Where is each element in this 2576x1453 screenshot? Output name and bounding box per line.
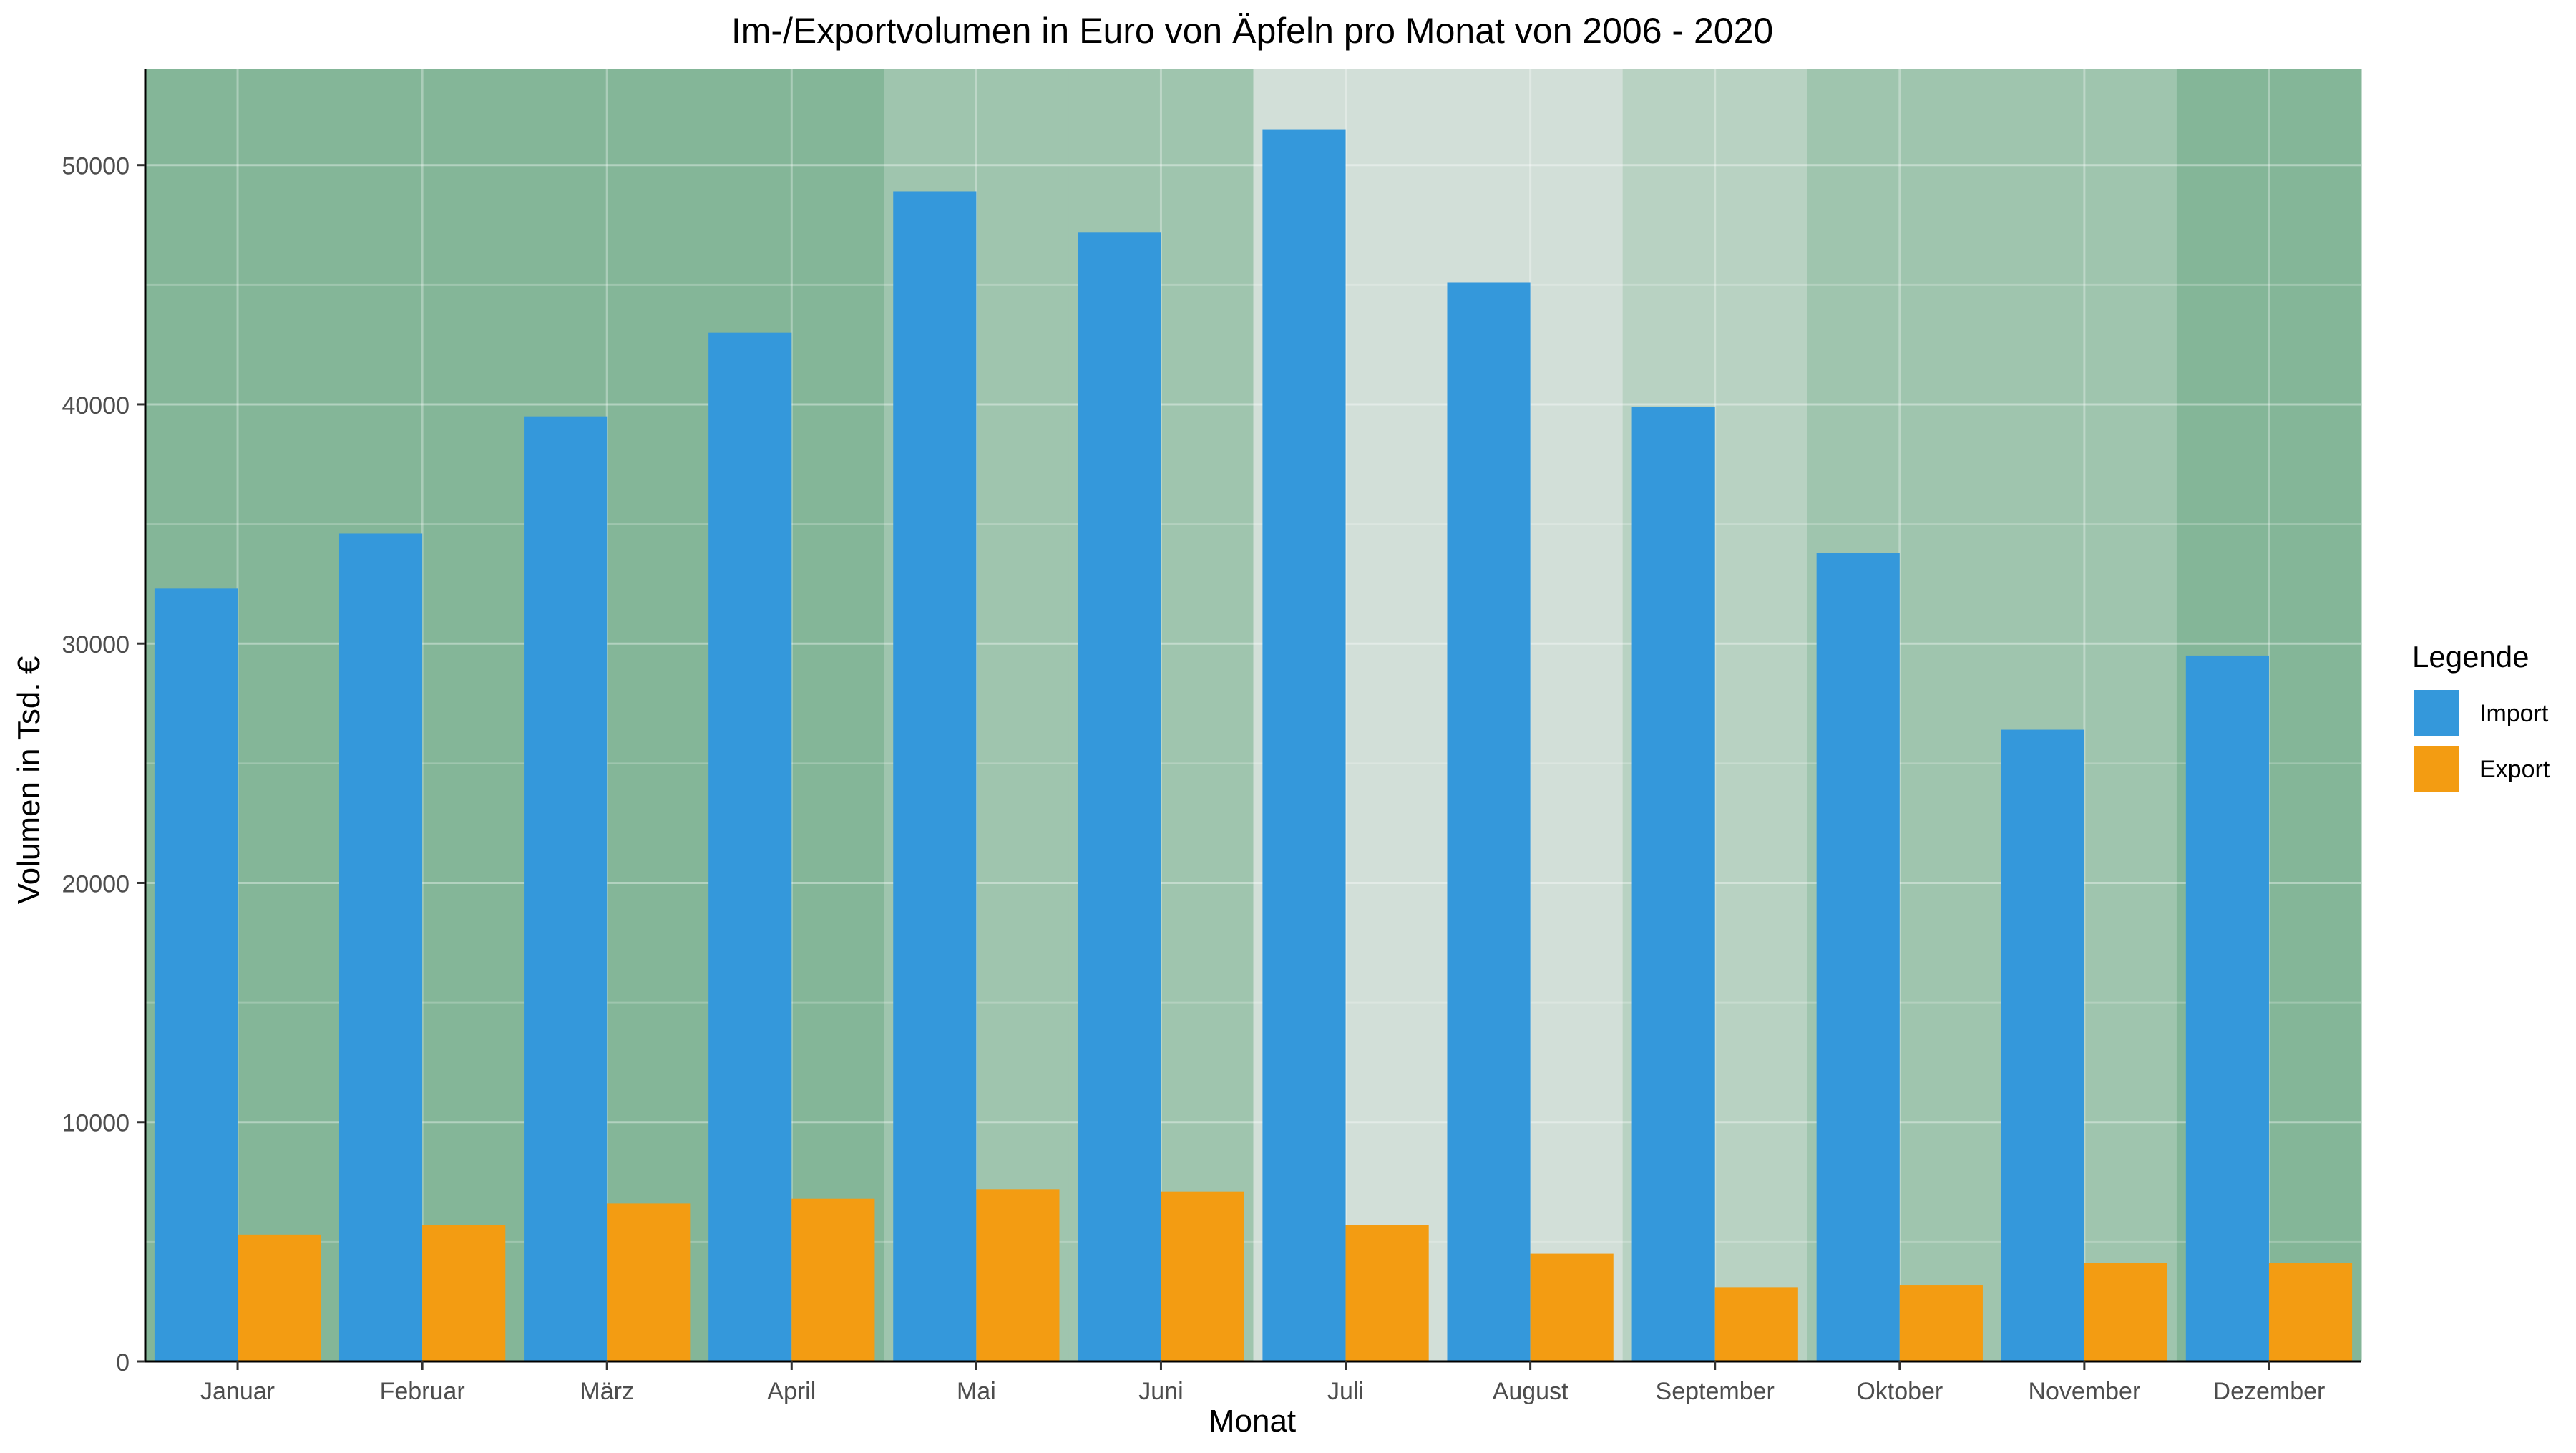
x-tick-label: November: [2028, 1378, 2140, 1405]
bar-export: [976, 1189, 1060, 1361]
x-tick-label: August: [1493, 1378, 1568, 1405]
bar-export: [791, 1198, 875, 1361]
bar-import: [1816, 553, 1900, 1362]
bar-import: [1631, 407, 1715, 1361]
y-tick-label: 10000: [62, 1110, 130, 1137]
legend-label-export: Export: [2479, 756, 2550, 783]
y-tick-label: 20000: [62, 870, 130, 898]
legend-title: Legende: [2412, 640, 2529, 674]
bar-import: [2001, 729, 2084, 1361]
bar-export: [2084, 1263, 2168, 1361]
x-tick-label: Juli: [1327, 1378, 1364, 1405]
bar-import: [708, 332, 792, 1361]
x-tick-label: Juni: [1138, 1378, 1183, 1405]
bar-export: [607, 1203, 691, 1361]
x-tick-label: Dezember: [2213, 1378, 2326, 1405]
x-tick-label: September: [1656, 1378, 1775, 1405]
bar-import: [1078, 232, 1161, 1362]
bar-import: [1447, 282, 1531, 1362]
bar-export: [1714, 1287, 1798, 1361]
x-tick-label: Januar: [200, 1378, 275, 1405]
bar-import: [1262, 129, 1346, 1361]
bar-export: [238, 1234, 321, 1361]
y-tick-label: 40000: [62, 392, 130, 419]
legend-swatch-export: [2414, 746, 2459, 792]
x-tick-label: März: [580, 1378, 634, 1405]
x-axis-title: Monat: [1209, 1404, 1296, 1439]
bar-import: [338, 533, 423, 1362]
y-tick-label: 50000: [62, 153, 130, 180]
y-axis-title: Volumen in Tsd. €: [11, 656, 47, 905]
chart-title: Im-/Exportvolumen in Euro von Äpfeln pro…: [731, 11, 1773, 51]
x-tick-label: April: [767, 1378, 816, 1405]
bar-import: [2185, 655, 2269, 1361]
x-tick-label: Oktober: [1856, 1378, 1943, 1405]
axes: 0 10000 20000 30000 40000 50000 Januar Februar M…: [62, 69, 2361, 1405]
bar-export: [1345, 1225, 1429, 1361]
legend-swatch-import: [2414, 690, 2459, 736]
legend-label-import: Import: [2479, 700, 2549, 727]
plot-area: [145, 69, 2362, 1363]
bar-export: [1161, 1191, 1244, 1361]
bar-import: [154, 588, 238, 1362]
bar-export: [2268, 1263, 2353, 1361]
x-tick-label: Februar: [380, 1378, 465, 1405]
bar-export: [1530, 1253, 1614, 1361]
bar-import: [524, 416, 608, 1361]
bar-import: [893, 191, 977, 1362]
bar-export: [422, 1225, 506, 1361]
bar-export: [1899, 1285, 1983, 1361]
y-tick-label: 30000: [62, 631, 130, 659]
legend: Legende Import Export: [2412, 640, 2550, 793]
y-tick-label: 0: [116, 1349, 130, 1376]
x-tick-label: Mai: [957, 1378, 996, 1405]
